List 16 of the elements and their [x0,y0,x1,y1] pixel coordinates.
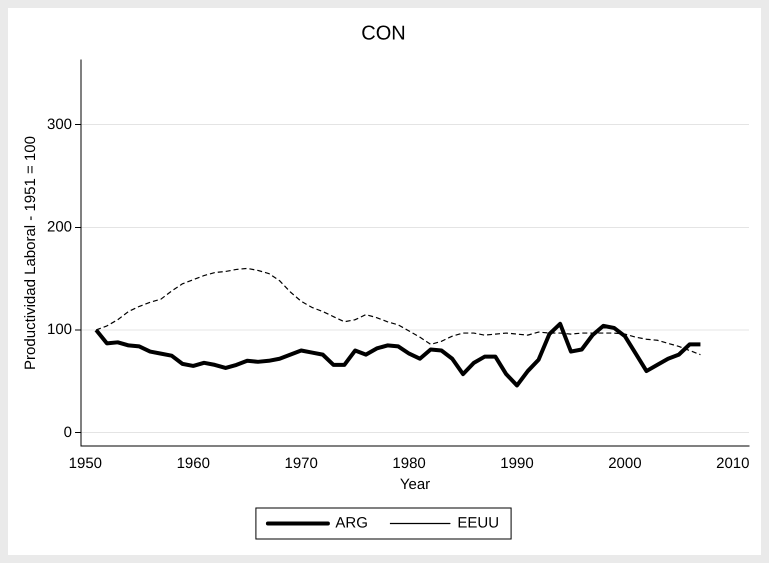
y-tick-label: 100 [46,321,72,338]
x-tick-label: 2000 [608,455,642,472]
y-axis-title: Productividad Laboral - 1951 = 100 [22,136,40,370]
x-tick-label: 1970 [284,455,318,472]
x-tick-label: 2010 [716,455,750,472]
legend-label: EEUU [457,514,500,532]
x-tick-label: 1960 [176,455,210,472]
x-axis-title: Year [400,476,430,494]
y-tick-label: 200 [46,218,72,236]
x-tick-label: 1950 [68,455,102,472]
y-tick-label: 300 [46,116,72,133]
y-tick-label: 0 [64,424,72,441]
x-tick-label: 1980 [392,455,426,472]
legend-label: ARG [335,514,368,532]
x-tick-label: 1990 [500,455,534,472]
chart-title: CON [361,22,406,45]
